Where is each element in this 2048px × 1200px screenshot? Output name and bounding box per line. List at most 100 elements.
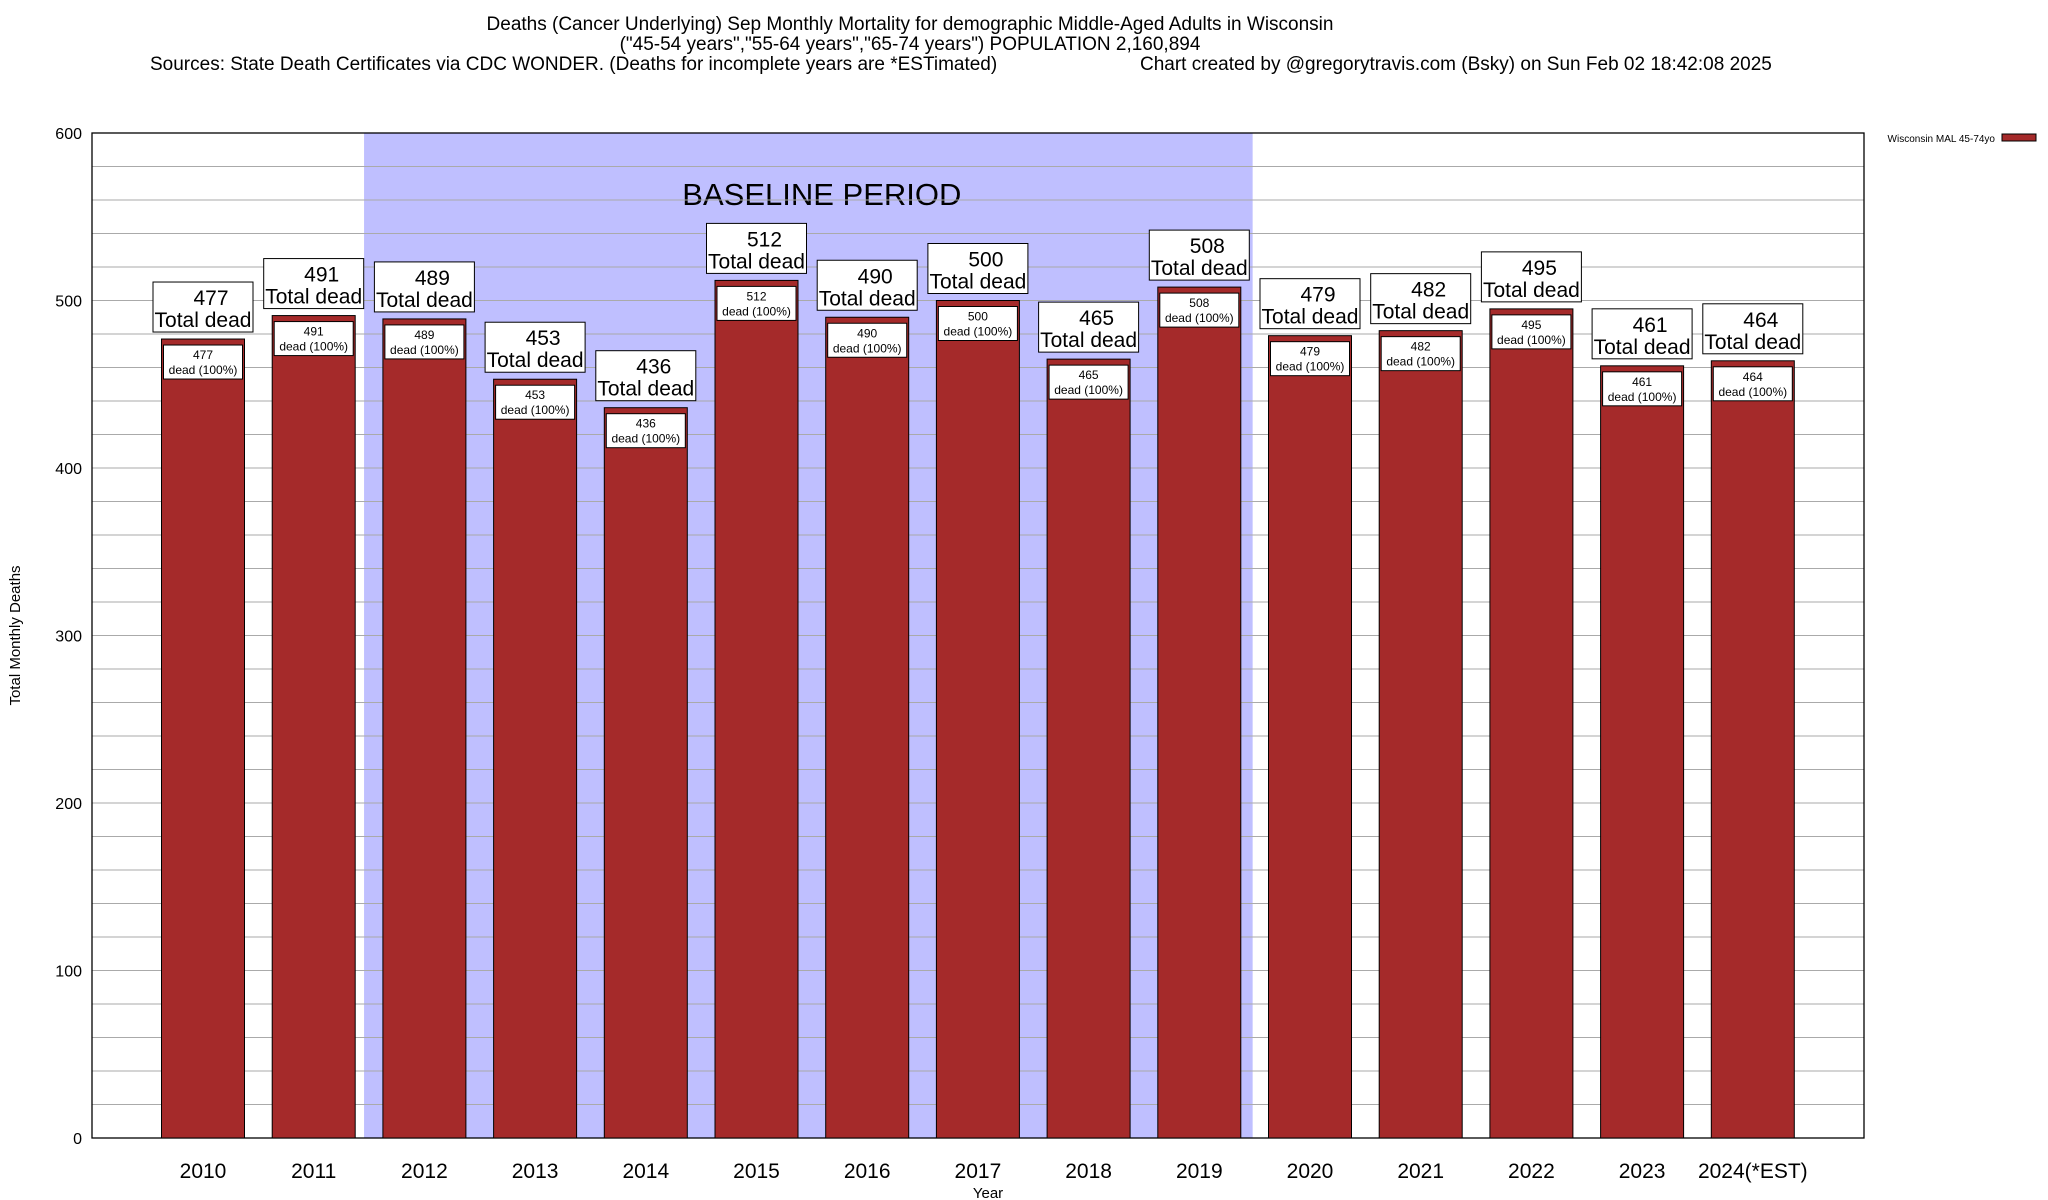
inner-percent-label: dead (100%) [1386,355,1455,369]
inner-label-box [1159,292,1240,328]
top-value-label: 464 [1743,309,1778,332]
x-tick-label: 2018 [1065,1160,1112,1183]
x-tick-label: 2012 [401,1160,448,1183]
inner-percent-label: dead (100%) [722,304,791,318]
inner-value-label: 491 [304,325,324,339]
y-tick-label: 600 [55,126,82,143]
top-value-label: 490 [858,265,893,288]
inner-value-label: 436 [636,417,656,431]
x-tick-label: 2020 [1287,1160,1334,1183]
inner-value-label: 489 [414,328,434,342]
inner-percent-label: dead (100%) [1718,385,1787,399]
inner-value-label: 500 [968,310,988,324]
bar [271,315,356,1139]
x-axis-label: Year [973,1185,1003,1200]
bar [1046,358,1131,1139]
x-tick-label: 2014 [622,1160,669,1183]
inner-label-box [937,306,1018,341]
inner-value-label: 490 [857,326,877,340]
x-tick-label: 2017 [955,1160,1002,1183]
inner-percent-label: dead (100%) [1608,390,1677,404]
chart-source: Sources: State Death Certificates via CD… [150,54,998,75]
top-value-label: 495 [1522,257,1557,280]
top-label-box [927,243,1029,294]
inner-value-label: 508 [1189,296,1209,310]
inner-label-box [1491,314,1572,350]
x-tick-label: 2023 [1619,1160,1666,1183]
inner-percent-label: dead (100%) [1276,360,1345,374]
top-value-label: 465 [1079,307,1114,330]
top-total-label: Total dead [155,309,252,332]
x-tick-label: 2022 [1508,1160,1555,1183]
inner-percent-label: dead (100%) [1054,383,1123,397]
chart-subtitle: ("45-54 years","55-64 years","65-74 year… [619,34,1201,55]
top-value-label: 512 [747,228,782,251]
top-label-box [816,259,918,311]
inner-percent-label: dead (100%) [169,363,238,377]
x-tick-label: 2015 [733,1160,780,1183]
bar [1378,330,1463,1139]
bar [161,338,245,1139]
top-label-box [706,222,807,274]
x-tick-label: 2024(*EST) [1698,1160,1808,1183]
y-tick-label: 200 [55,796,82,813]
inner-label-box [1380,336,1461,372]
top-total-label: Total dead [487,349,584,372]
top-label-box [1480,251,1582,303]
top-value-label: 436 [636,356,671,379]
y-tick-label: 400 [55,461,82,478]
top-value-label: 500 [968,249,1003,272]
top-value-label: 489 [415,267,450,290]
top-label-box [373,261,475,313]
baseline-period-label: BASELINE PERIOD [682,177,961,212]
inner-label-box [716,285,797,321]
inner-label-box [163,344,243,380]
bar [935,300,1020,1139]
x-tick-label: 2016 [844,1160,891,1183]
inner-value-label: 453 [525,388,545,402]
top-total-label: Total dead [1262,306,1359,329]
top-label-box [1591,308,1693,360]
top-label-box [595,350,697,402]
inner-value-label: 465 [1079,368,1099,382]
x-tick-label: 2013 [512,1160,559,1183]
inner-label-box [1048,364,1129,400]
top-label-box [1702,303,1804,355]
bar [1268,335,1352,1139]
y-tick-label: 300 [55,629,82,646]
inner-value-label: 495 [1521,318,1541,332]
top-value-label: 508 [1190,235,1225,258]
bar [825,316,910,1139]
top-total-label: Total dead [597,378,694,401]
top-total-label: Total dead [1372,301,1469,324]
bar [1157,286,1242,1139]
inner-value-label: 464 [1743,370,1763,384]
inner-percent-label: dead (100%) [944,325,1013,339]
inner-value-label: 512 [746,289,766,303]
inner-percent-label: dead (100%) [390,343,459,357]
top-value-label: 479 [1300,284,1335,307]
inner-value-label: 479 [1300,345,1320,359]
top-total-label: Total dead [265,286,362,309]
top-label-box [263,258,365,310]
top-total-label: Total dead [708,250,805,273]
chart-credit: Chart created by @gregorytravis.com (Bsk… [1140,54,1772,75]
top-total-label: Total dead [1483,279,1580,302]
top-value-label: 477 [193,287,228,310]
bar [1710,360,1795,1139]
chart-title: Deaths (Cancer Underlying) Sep Monthly M… [486,14,1334,35]
y-tick-label: 0 [73,1131,82,1148]
inner-label-box [827,322,908,358]
inner-percent-label: dead (100%) [501,403,570,417]
top-value-label: 453 [526,327,561,350]
inner-percent-label: dead (100%) [1165,311,1234,325]
inner-label-box [273,321,354,357]
x-tick-label: 2019 [1176,1160,1223,1183]
y-tick-label: 500 [55,294,82,311]
top-value-label: 482 [1411,279,1446,302]
y-axis-label: Total Monthly Deaths [7,565,24,705]
inner-value-label: 477 [193,348,213,362]
top-label-box [484,321,586,373]
inner-label-box [1602,371,1683,407]
